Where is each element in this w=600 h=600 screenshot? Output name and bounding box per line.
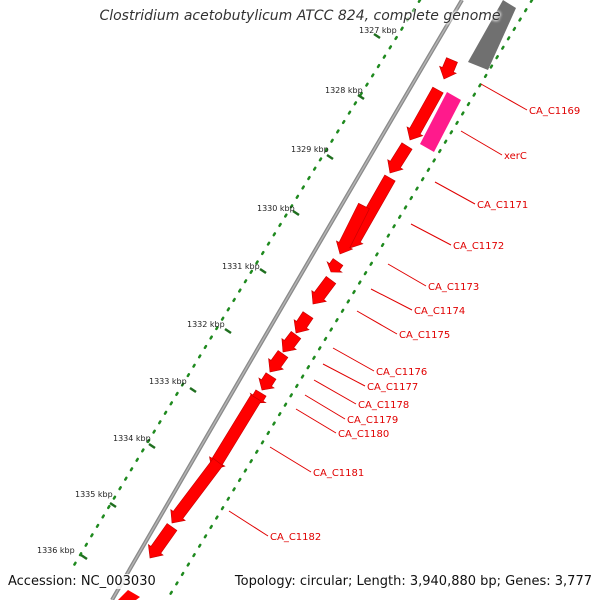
gene-arrow bbox=[258, 372, 277, 391]
kbp-label: 1333 kbp bbox=[149, 377, 187, 386]
gene-arrow bbox=[439, 57, 458, 80]
gene-arrow bbox=[293, 311, 314, 334]
label-leader-line bbox=[228, 510, 269, 537]
label-leader-line bbox=[387, 263, 427, 287]
gene-label: CA_C1178 bbox=[358, 400, 409, 411]
label-leader-line bbox=[370, 288, 413, 311]
gene-track bbox=[118, 0, 516, 600]
kbp-label: 1327 kbp bbox=[359, 26, 397, 35]
gene-arrow bbox=[148, 523, 178, 559]
label-leader-line bbox=[356, 310, 398, 335]
kbp-label: 1331 kbp bbox=[222, 262, 260, 271]
gene-arrow bbox=[387, 142, 413, 174]
scale-tick bbox=[373, 32, 381, 40]
gene-arrow bbox=[335, 202, 370, 255]
gene-arrow bbox=[311, 275, 337, 305]
scale-tick bbox=[357, 93, 365, 101]
label-leader-line bbox=[460, 130, 503, 156]
gene-label: xerC bbox=[504, 151, 527, 162]
gene-label: CA_C1181 bbox=[313, 468, 364, 479]
scale-tick bbox=[224, 327, 232, 335]
gene-label: CA_C1177 bbox=[367, 382, 418, 393]
gene-arrow bbox=[170, 457, 224, 524]
gene-arrow bbox=[326, 258, 344, 273]
label-leader-line bbox=[332, 347, 375, 372]
genome-summary-text: Topology: circular; Length: 3,940,880 bp… bbox=[234, 574, 592, 589]
label-leader-line bbox=[313, 379, 357, 405]
gene-label: CA_C1171 bbox=[477, 200, 528, 211]
scale-tick bbox=[326, 153, 334, 161]
label-leader-line bbox=[269, 446, 312, 473]
accession-text: Accession: NC_003030 bbox=[8, 574, 156, 589]
gene-label: CA_C1173 bbox=[428, 282, 479, 293]
gene-label: CA_C1179 bbox=[347, 415, 398, 426]
scale-ticks bbox=[80, 32, 381, 561]
gene-arrow bbox=[281, 330, 302, 353]
gene-arrow bbox=[268, 350, 289, 373]
scale-tick bbox=[292, 209, 300, 217]
scale-tick bbox=[189, 386, 197, 394]
gene-arrow bbox=[406, 86, 444, 141]
gene-label: CA_C1176 bbox=[376, 367, 427, 378]
reverse-feature bbox=[468, 0, 516, 70]
outer-scale-track bbox=[68, 0, 422, 574]
gene-label: CA_C1174 bbox=[414, 306, 465, 317]
map-title: Clostridium acetobutylicum ATCC 824, com… bbox=[99, 8, 501, 24]
kbp-label: 1328 kbp bbox=[325, 86, 363, 95]
kbp-label: 1334 kbp bbox=[113, 434, 151, 443]
kbp-label: 1332 kbp bbox=[187, 320, 225, 329]
gene-label: CA_C1175 bbox=[399, 330, 450, 341]
gene-arrow bbox=[209, 394, 262, 471]
label-leader-line bbox=[410, 223, 452, 246]
label-leader-line bbox=[480, 83, 528, 111]
scale-tick bbox=[109, 501, 117, 509]
kbp-label: 1329 kbp bbox=[291, 145, 329, 154]
label-leader-line bbox=[295, 408, 337, 434]
kbp-label: 1335 kbp bbox=[75, 490, 113, 499]
gene-label: CA_C1172 bbox=[453, 241, 504, 252]
gene-arrow bbox=[118, 590, 140, 600]
kbp-label: 1330 kbp bbox=[257, 204, 295, 213]
label-leader-line bbox=[322, 363, 366, 387]
gene-label: CA_C1182 bbox=[270, 532, 321, 543]
scale-tick bbox=[148, 442, 156, 450]
scale-tick bbox=[80, 553, 88, 561]
label-leaders bbox=[228, 83, 528, 537]
label-leader-line bbox=[304, 394, 346, 420]
kbp-labels: 1327 kbp 1328 kbp 1329 kbp 1330 kbp 1331 kbp… bbox=[37, 26, 397, 555]
gene-label: CA_C1169 bbox=[529, 106, 580, 117]
label-leader-line bbox=[434, 181, 476, 205]
kbp-label: 1336 kbp bbox=[37, 546, 75, 555]
scale-tick bbox=[259, 267, 267, 275]
gene-labels: CA_C1169 xerC CA_C1171 CA_C1172 CA_C1173 CA_C… bbox=[270, 106, 580, 543]
gene-arrow-xerC bbox=[420, 92, 461, 152]
gene-label: CA_C1180 bbox=[338, 429, 389, 440]
